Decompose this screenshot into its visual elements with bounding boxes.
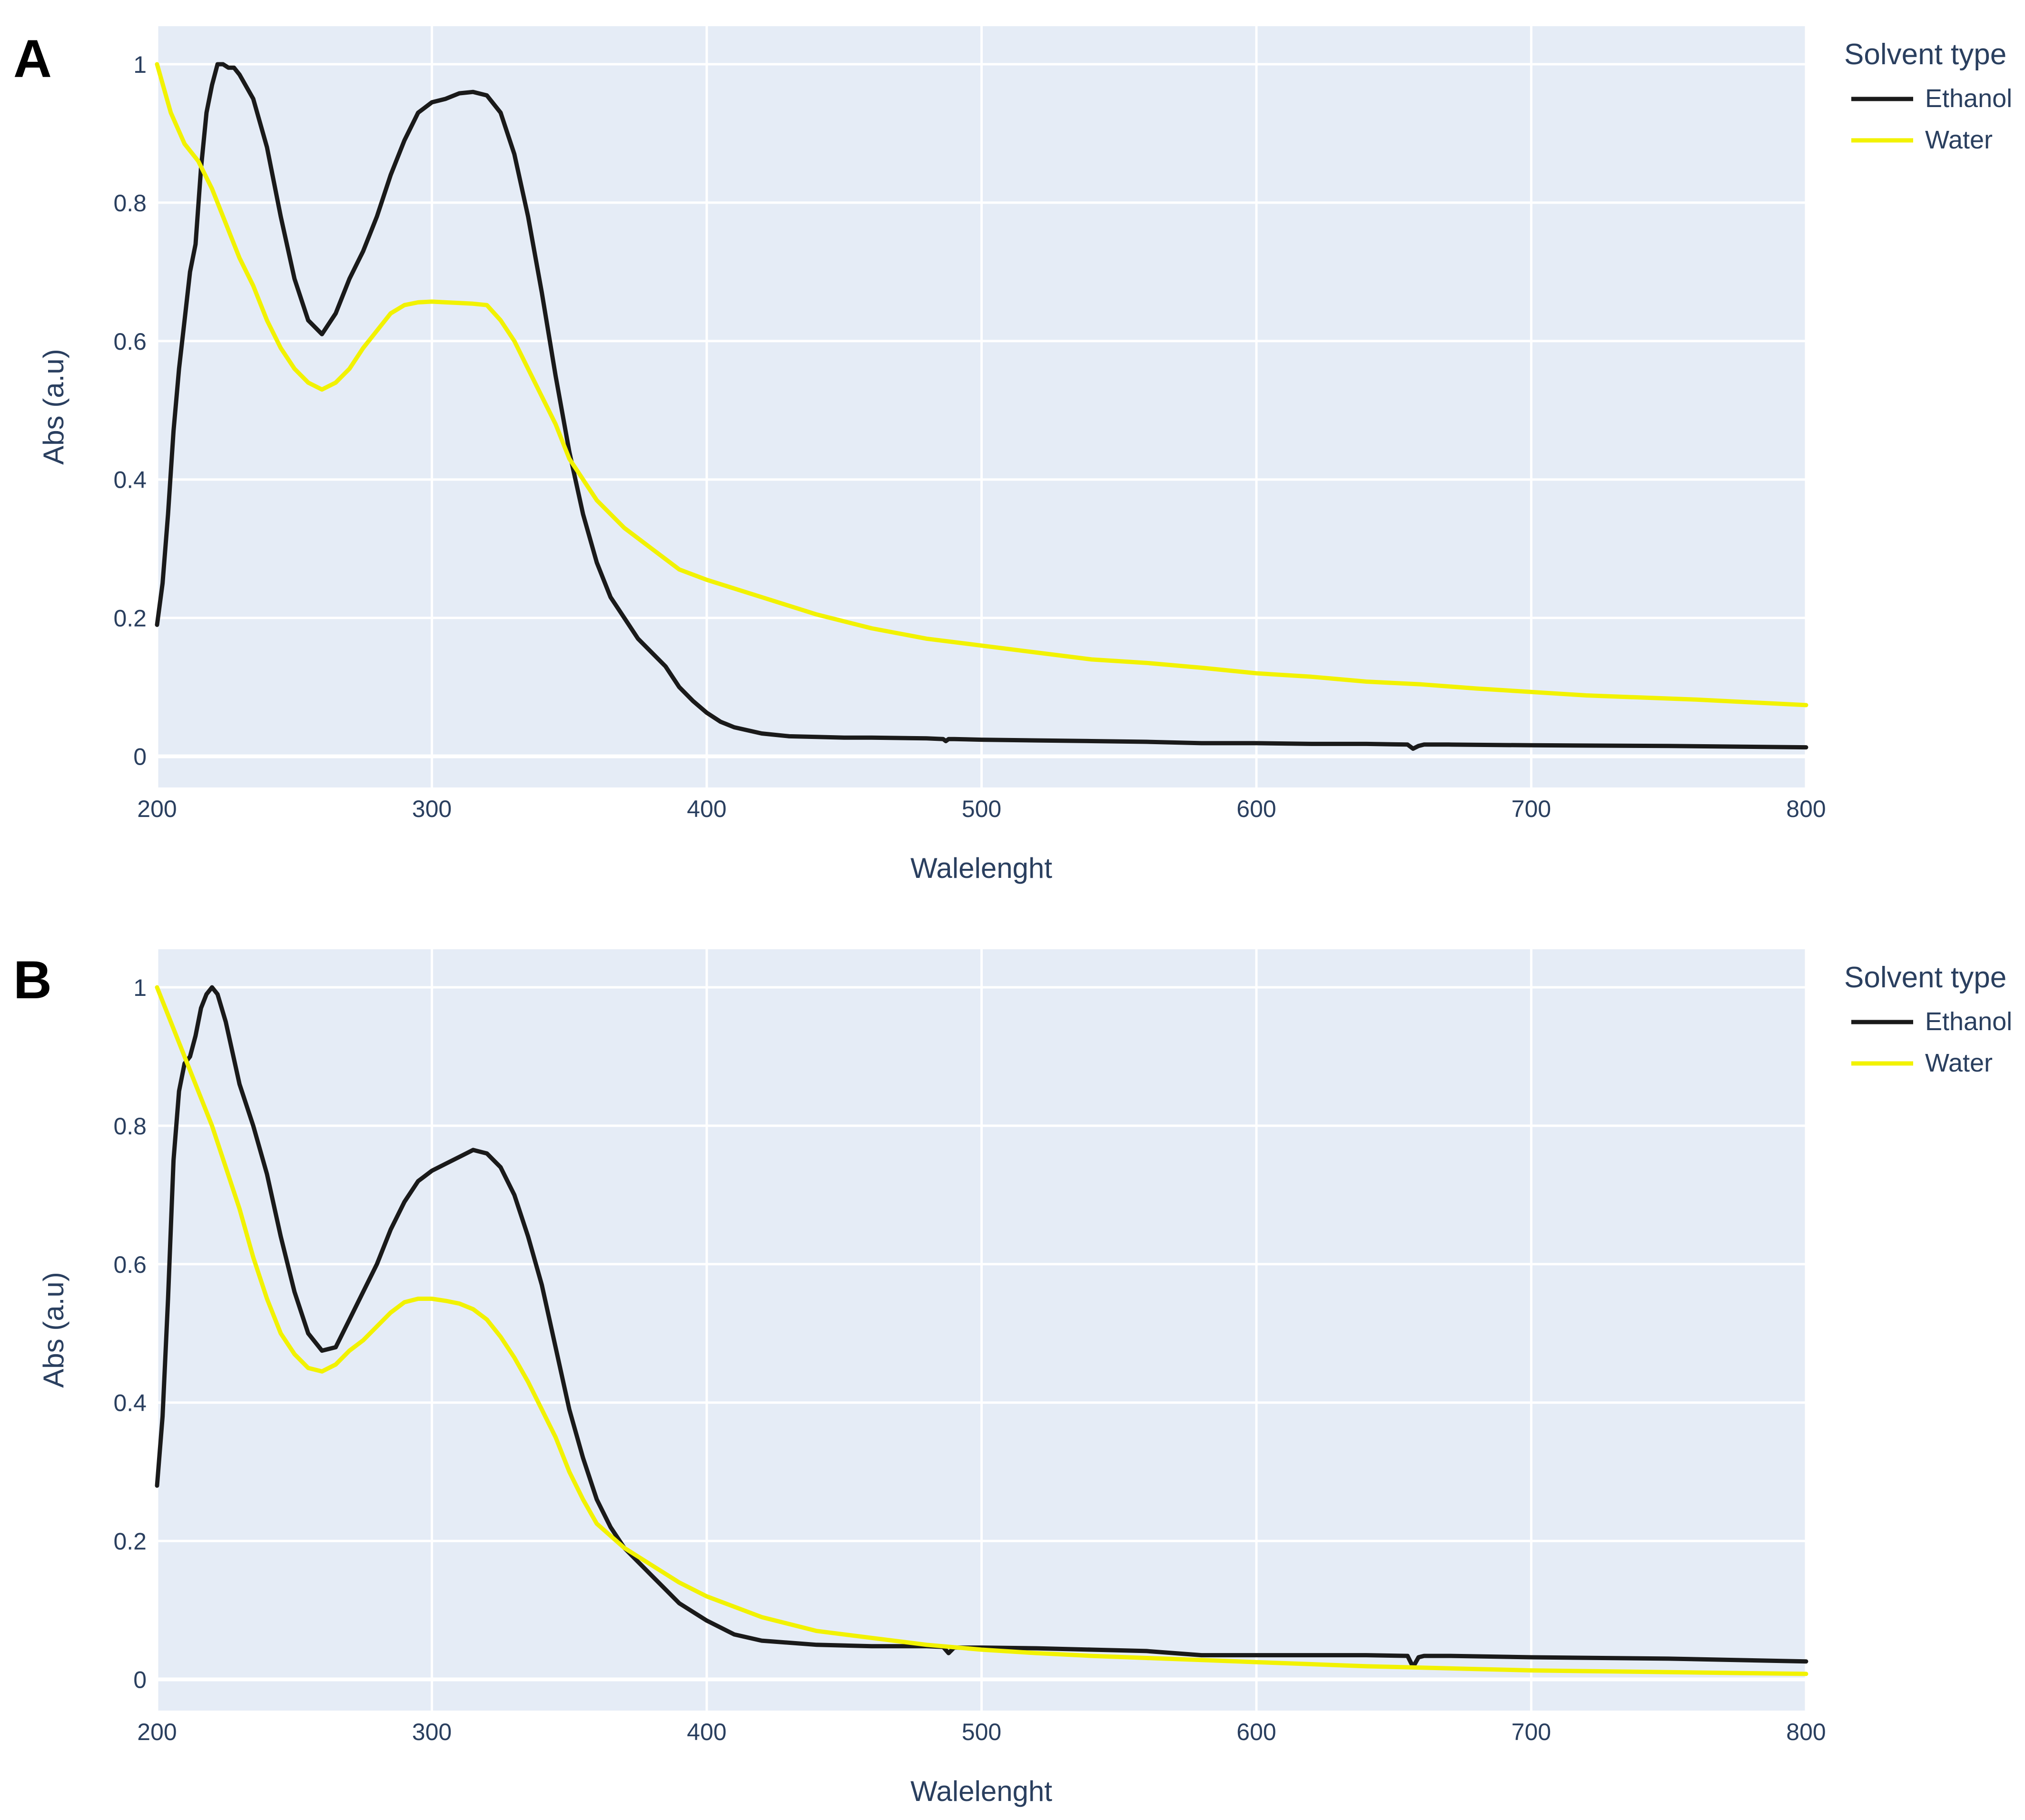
y-tick-labels: 0 0.2 0.4 0.6 0.8 1 [113, 974, 147, 1693]
series-line-water [155, 62, 1808, 708]
y-tick-label: 1 [133, 51, 147, 78]
y-tick-label: 0.2 [113, 1528, 147, 1555]
x-tick-labels: 200 300 400 500 600 700 800 [137, 1719, 1826, 1745]
legend-title: Solvent type [1844, 38, 2006, 71]
legend-label-water: Water [1925, 126, 1993, 154]
y-tick-label: 0 [133, 744, 147, 770]
x-tick-label: 600 [1236, 1719, 1276, 1745]
y-tick-label: 0.8 [113, 1113, 147, 1140]
x-axis-title: Walelenght [910, 852, 1052, 884]
x-tick-label: 300 [412, 796, 452, 822]
legend-title: Solvent type [1844, 961, 2006, 994]
series-lines [155, 985, 1808, 1676]
x-tick-label: 200 [137, 1719, 177, 1745]
y-tick-label: 0.4 [113, 1390, 147, 1417]
y-axis-title: Abs (a.u) [38, 349, 69, 464]
x-tick-label: 500 [962, 796, 1001, 822]
x-tick-labels: 200 300 400 500 600 700 800 [137, 796, 1826, 822]
series-line-ethanol [155, 62, 1808, 751]
panel-letter: A [13, 29, 52, 89]
series-lines [155, 62, 1808, 751]
panel-a: A 0 0.2 0.4 0.6 0.8 1 200 300 400 500 600 700 800 W… [13, 26, 2012, 884]
y-tick-label: 0 [133, 1667, 147, 1693]
legend: Solvent type Ethanol Water [1844, 38, 2012, 154]
panel-letter: B [13, 950, 52, 1010]
x-tick-label: 800 [1786, 1719, 1826, 1745]
x-tick-label: 800 [1786, 796, 1826, 822]
y-tick-labels: 0 0.2 0.4 0.6 0.8 1 [113, 51, 147, 770]
x-tick-label: 200 [137, 796, 177, 822]
y-tick-label: 0.4 [113, 467, 147, 493]
y-tick-label: 0.8 [113, 190, 147, 216]
x-tick-label: 700 [1511, 796, 1551, 822]
y-tick-label: 0.6 [113, 1251, 147, 1278]
series-line-water [155, 985, 1808, 1676]
gridlines [156, 26, 1808, 787]
y-tick-label: 0.6 [113, 328, 147, 355]
x-tick-label: 700 [1511, 1719, 1551, 1745]
legend-label-water: Water [1925, 1049, 1993, 1077]
x-axis-title: Walelenght [910, 1775, 1052, 1807]
x-tick-label: 300 [412, 1719, 452, 1745]
legend: Solvent type Ethanol Water [1844, 961, 2012, 1077]
y-axis-title: Abs (a.u) [38, 1272, 69, 1387]
x-tick-label: 400 [687, 796, 726, 822]
legend-label-ethanol: Ethanol [1925, 1007, 2012, 1036]
gridlines [156, 949, 1808, 1711]
x-tick-label: 600 [1236, 796, 1276, 822]
x-tick-label: 400 [687, 1719, 726, 1745]
legend-label-ethanol: Ethanol [1925, 84, 2012, 113]
y-tick-label: 0.2 [113, 605, 147, 632]
panel-b: B 0 0.2 0.4 0.6 0.8 1 200 300 400 500 600 700 800 W… [13, 949, 2012, 1807]
x-tick-label: 500 [962, 1719, 1001, 1745]
series-line-ethanol [155, 985, 1808, 1669]
y-tick-label: 1 [133, 974, 147, 1001]
